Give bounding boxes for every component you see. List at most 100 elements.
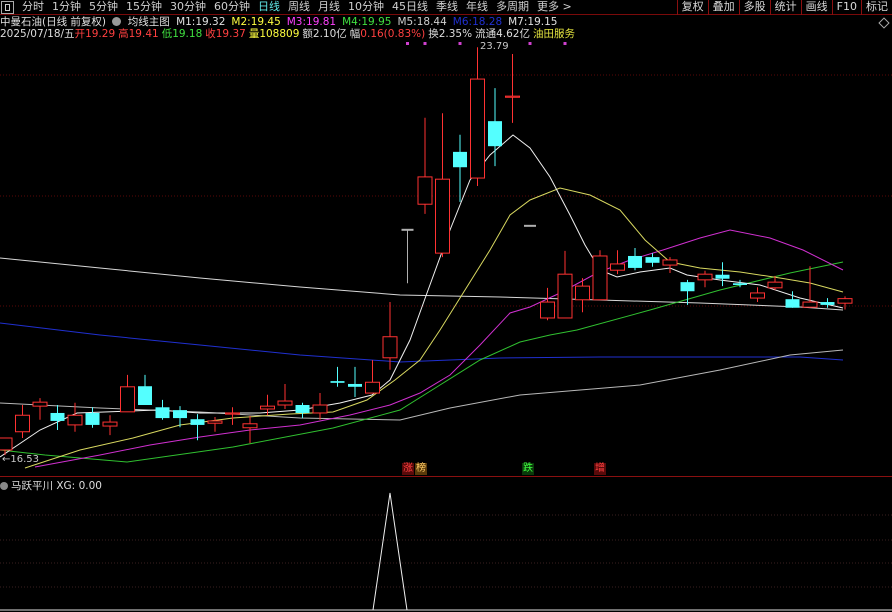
high-price-text: 23.79 xyxy=(480,41,509,52)
period-tab[interactable]: 60分钟 xyxy=(214,0,250,13)
candle-up xyxy=(225,412,240,415)
candle-up xyxy=(470,78,485,179)
ma-label: M4: xyxy=(342,16,362,28)
period-tab[interactable]: 季线 xyxy=(436,0,458,13)
turnover-label: 换 xyxy=(428,28,439,40)
period-tab[interactable]: 多周期 xyxy=(496,0,529,13)
candle-down xyxy=(488,121,502,147)
high-value: 19.41 xyxy=(128,28,159,40)
candle-up xyxy=(592,255,608,301)
candle-down xyxy=(50,412,65,421)
ma-label: M5: xyxy=(397,16,417,28)
ma-number: 19.15 xyxy=(527,16,558,28)
period-tab[interactable]: 分时 xyxy=(22,0,44,13)
candle-up xyxy=(540,301,555,319)
indicator-dropdown-icon[interactable] xyxy=(0,482,8,490)
tool-button[interactable]: 标记 xyxy=(861,0,892,15)
candle-up xyxy=(260,405,275,410)
main-indicator-name[interactable]: 均线主图 xyxy=(127,16,170,28)
volume-label: 量 xyxy=(248,28,260,40)
ma-number: 19.45 xyxy=(250,16,281,28)
candle-up xyxy=(102,421,118,427)
ma-line xyxy=(0,322,844,363)
ma-label: M6: xyxy=(452,16,473,28)
period-tab[interactable]: 月线 xyxy=(318,0,340,13)
ma-number: 18.44 xyxy=(416,16,447,28)
period-tab[interactable]: 1分钟 xyxy=(52,0,81,13)
candle-up xyxy=(0,437,13,451)
tool-button[interactable]: 叠加 xyxy=(707,0,739,15)
ma-number: 19.81 xyxy=(306,16,337,28)
tool-button[interactable]: F10 xyxy=(831,0,861,15)
ma-label: M7: xyxy=(508,16,528,28)
period-tab[interactable]: 45日线 xyxy=(392,0,428,13)
period-tab[interactable]: 15分钟 xyxy=(126,0,162,13)
candle-up xyxy=(417,176,433,205)
ma-value-4: M4:19.95 xyxy=(342,16,394,28)
period-tab[interactable]: 10分钟 xyxy=(348,0,384,13)
candle-up xyxy=(837,298,853,304)
tool-button[interactable]: 画线 xyxy=(800,0,832,15)
candle-down xyxy=(645,257,660,263)
ma-header: 中曼石油(日线 前复权) 均线主图 M1:19.32 M2:19.45 M3:19.… xyxy=(0,16,566,28)
candle-up xyxy=(662,259,678,266)
float-value: 4.62亿 xyxy=(496,28,530,40)
indicator-dropdown-icon[interactable] xyxy=(112,17,122,26)
candle-down xyxy=(785,299,800,308)
tool-button[interactable]: 多股 xyxy=(738,0,770,15)
close-label: 收 xyxy=(205,28,216,40)
candle-up xyxy=(750,292,765,299)
signal-tag-fall: 跌 xyxy=(522,463,534,475)
ma-line xyxy=(34,229,844,468)
ma-number: 18.28 xyxy=(472,16,503,28)
period-tab[interactable]: 更多 > xyxy=(537,0,572,13)
period-tab[interactable]: 5分钟 xyxy=(89,0,118,13)
volume-value: 108809 xyxy=(259,28,300,40)
low-price-marker: ←16.53 xyxy=(2,454,40,465)
candle-down xyxy=(330,381,345,383)
indicator-name[interactable]: 马跃平川 xyxy=(11,480,53,492)
stock-title: 中曼石油(日线 前复权) xyxy=(0,16,107,28)
candle-down xyxy=(173,410,187,419)
candle-up xyxy=(382,336,398,359)
xg-label: XG: xyxy=(56,480,76,492)
candle-down xyxy=(138,386,152,406)
period-tabs: 分时 1分钟 5分钟 15分钟 30分钟 60分钟 日线 周线 月线 10分钟 45日线 季线 年线 多周… xyxy=(18,0,576,14)
xg-value: 0.00 xyxy=(78,480,102,492)
sector-link[interactable]: 油田服务 xyxy=(532,28,575,40)
low-price-text: 16.53 xyxy=(10,454,40,465)
signal-tag-increase: 增 xyxy=(594,463,606,475)
candle-up xyxy=(505,95,520,98)
candle-down xyxy=(155,407,170,419)
signal-tag-rank: 榜 xyxy=(415,463,427,475)
ma-line xyxy=(0,261,844,463)
indicator-signal-spike xyxy=(372,492,408,611)
period-tab[interactable]: 周线 xyxy=(288,0,310,13)
ma-line xyxy=(0,257,844,311)
open-label: 开 xyxy=(74,28,86,40)
panel-toggle-icon[interactable] xyxy=(1,0,14,14)
ma-number: 19.95 xyxy=(361,16,392,28)
ma-value-5: M5:18.44 xyxy=(397,16,449,28)
candle-down xyxy=(85,412,100,425)
open-value: 19.29 xyxy=(85,28,116,40)
candle-down xyxy=(190,419,205,425)
date: 2025/07/18/五 xyxy=(0,28,75,40)
panel-divider[interactable] xyxy=(0,476,892,477)
tool-button[interactable]: 复权 xyxy=(676,0,708,15)
candle-up xyxy=(365,381,380,394)
candle-down xyxy=(348,383,362,387)
candle-up xyxy=(767,281,783,289)
high-label: 高 xyxy=(118,28,129,40)
candle-up xyxy=(435,178,450,254)
signal-dot xyxy=(563,42,567,45)
turnover-value: 2.35% xyxy=(438,28,473,40)
high-price-marker: 23.79 xyxy=(480,41,509,52)
period-tab[interactable]: 30分钟 xyxy=(170,0,206,13)
period-tab[interactable]: 日线 xyxy=(258,0,280,13)
period-tab[interactable]: 年线 xyxy=(466,0,488,13)
candle-up xyxy=(207,420,223,424)
candle-down xyxy=(295,405,310,413)
tool-button[interactable]: 统计 xyxy=(769,0,801,15)
